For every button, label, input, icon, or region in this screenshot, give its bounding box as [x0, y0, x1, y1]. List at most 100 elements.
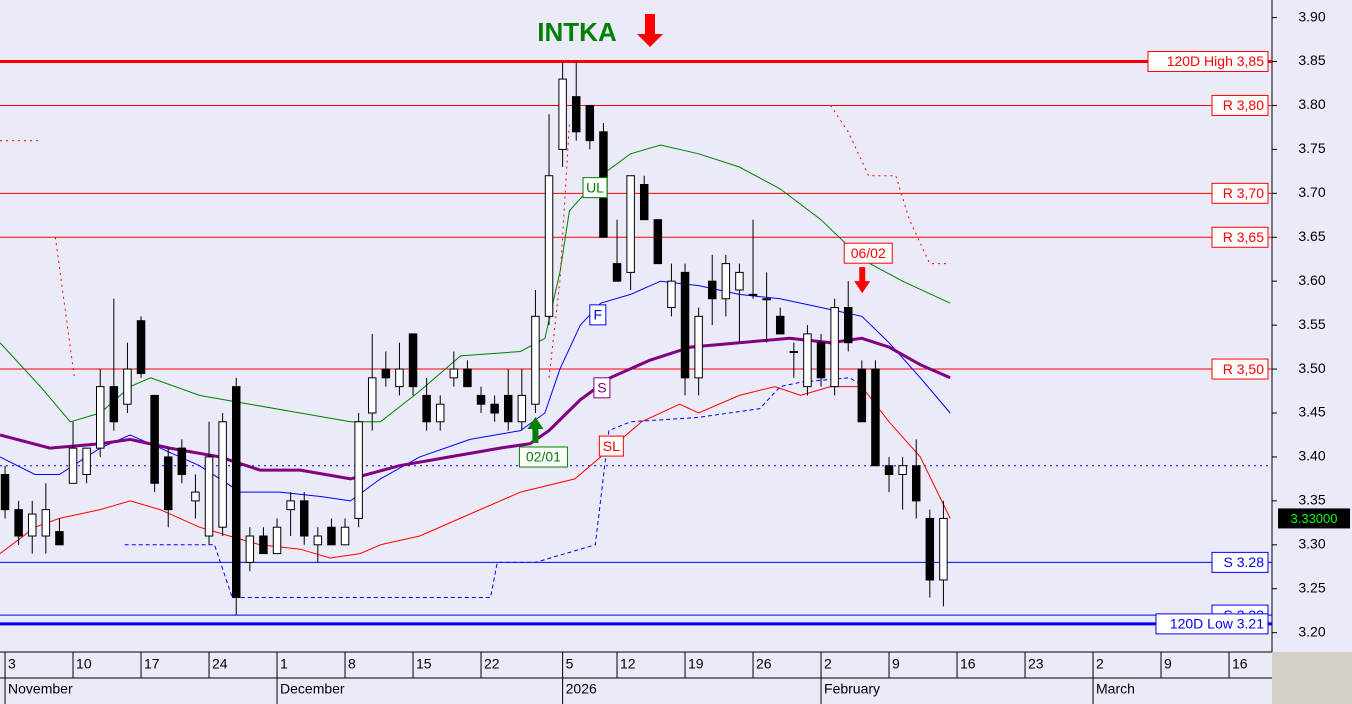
x-tick-label: 16: [960, 656, 976, 672]
x-tick-label: 12: [620, 656, 636, 672]
candle-body: [435, 403, 445, 423]
candle-body: [762, 298, 771, 301]
y-tick-label: 3.55: [1298, 316, 1325, 332]
month-label: February: [824, 681, 880, 697]
candle-body: [884, 465, 894, 476]
candle-body: [531, 315, 540, 405]
y-tick-label: 3.65: [1298, 228, 1325, 244]
level-label-box: [1211, 94, 1269, 116]
candle-body: [55, 531, 64, 546]
candle-body: [177, 447, 187, 476]
level-label-box: [1155, 613, 1269, 635]
candle-body: [14, 509, 23, 537]
indicator-line: [0, 144, 951, 423]
level-label: R 3,70: [1223, 185, 1264, 201]
series-label: SL: [603, 438, 620, 454]
y-tick-label: 3.50: [1298, 360, 1325, 376]
candle-body: [95, 386, 105, 449]
candle-body: [871, 368, 880, 467]
candle-body: [571, 96, 581, 133]
x-tick-label: 8: [348, 656, 356, 672]
series-label: F: [594, 307, 603, 323]
candle-body: [735, 271, 744, 291]
candle-body: [136, 320, 146, 374]
candle-body: [327, 526, 336, 546]
level-label-box: [1147, 51, 1269, 73]
y-tick-label: 3.70: [1298, 184, 1325, 200]
x-tick-label: 15: [416, 656, 432, 672]
x-tick-label: 2: [824, 656, 832, 672]
indicator-line: [124, 377, 865, 598]
last-price-box: [1278, 508, 1350, 529]
level-label-box: [1211, 182, 1269, 204]
candle-body: [476, 394, 486, 405]
candle-body: [857, 368, 867, 423]
level-label: R 3,50: [1223, 361, 1264, 377]
candle-body: [395, 368, 404, 388]
candle-body: [517, 394, 527, 423]
month-label: December: [280, 681, 345, 697]
series-label-box: [589, 304, 607, 326]
level-label: 120D Low 3.21: [1170, 616, 1264, 632]
y-tick-label: 3.30: [1298, 536, 1325, 552]
y-tick-label: 3.35: [1298, 492, 1325, 508]
series-label-box: [582, 177, 608, 199]
candle-body: [721, 263, 731, 300]
y-tick-label: 3.60: [1298, 272, 1325, 288]
indicator-line: [0, 386, 951, 559]
x-tick-label: 17: [144, 656, 160, 672]
candle-body: [218, 421, 227, 528]
candle-body: [41, 509, 51, 537]
title-arrow: [637, 14, 663, 47]
candle-body: [775, 315, 785, 335]
level-label: 120D High 3,85: [1167, 53, 1265, 69]
candle-body: [558, 78, 567, 150]
candle-body: [925, 517, 935, 581]
signal-label: 06/02: [851, 245, 886, 261]
y-tick-label: 3.75: [1298, 140, 1325, 156]
signal-arrow: [854, 267, 871, 294]
signal-arrow: [527, 416, 544, 443]
x-tick-label: 2: [1096, 656, 1104, 672]
y-tick-label: 3.85: [1298, 52, 1325, 68]
x-tick-label: 19: [688, 656, 704, 672]
x-tick-label: 10: [76, 656, 92, 672]
x-tick-label: 9: [892, 656, 900, 672]
y-tick-label: 3.80: [1298, 96, 1325, 112]
candle-body: [843, 307, 853, 344]
x-tick-label: 9: [1164, 656, 1172, 672]
series-label-box: [593, 377, 611, 399]
y-tick-label: 3.25: [1298, 579, 1325, 595]
candle-body: [27, 513, 37, 537]
candle-body: [680, 271, 690, 379]
candle-body: [816, 342, 826, 379]
candle-body: [123, 368, 132, 405]
candle-body: [585, 104, 595, 142]
candle-body: [286, 500, 295, 511]
candle-body: [911, 465, 921, 502]
candle-body: [0, 474, 10, 511]
level-label: R 3,65: [1223, 229, 1264, 245]
month-label: March: [1096, 681, 1135, 697]
candle-body: [939, 517, 948, 581]
x-tick-label: 1: [280, 656, 288, 672]
candle-body: [463, 368, 472, 388]
level-label: S 3.28: [1224, 554, 1265, 570]
candle-body: [82, 447, 91, 476]
candle-body: [639, 184, 649, 221]
candle-body: [408, 333, 418, 388]
candle-body: [299, 500, 309, 537]
candle-body: [367, 377, 377, 414]
month-label: 2026: [566, 681, 597, 697]
y-tick-label: 3.40: [1298, 448, 1325, 464]
signal-label: 02/01: [526, 449, 561, 465]
candle-body: [490, 403, 499, 414]
candle-body: [449, 368, 459, 379]
x-tick-label: 23: [1028, 656, 1044, 672]
candle-body: [354, 421, 363, 519]
y-tick-label: 3.20: [1298, 623, 1325, 639]
candle-body: [612, 263, 622, 282]
candle-body: [803, 333, 812, 388]
level-label-box: [1211, 358, 1269, 380]
candle-body: [259, 535, 268, 555]
